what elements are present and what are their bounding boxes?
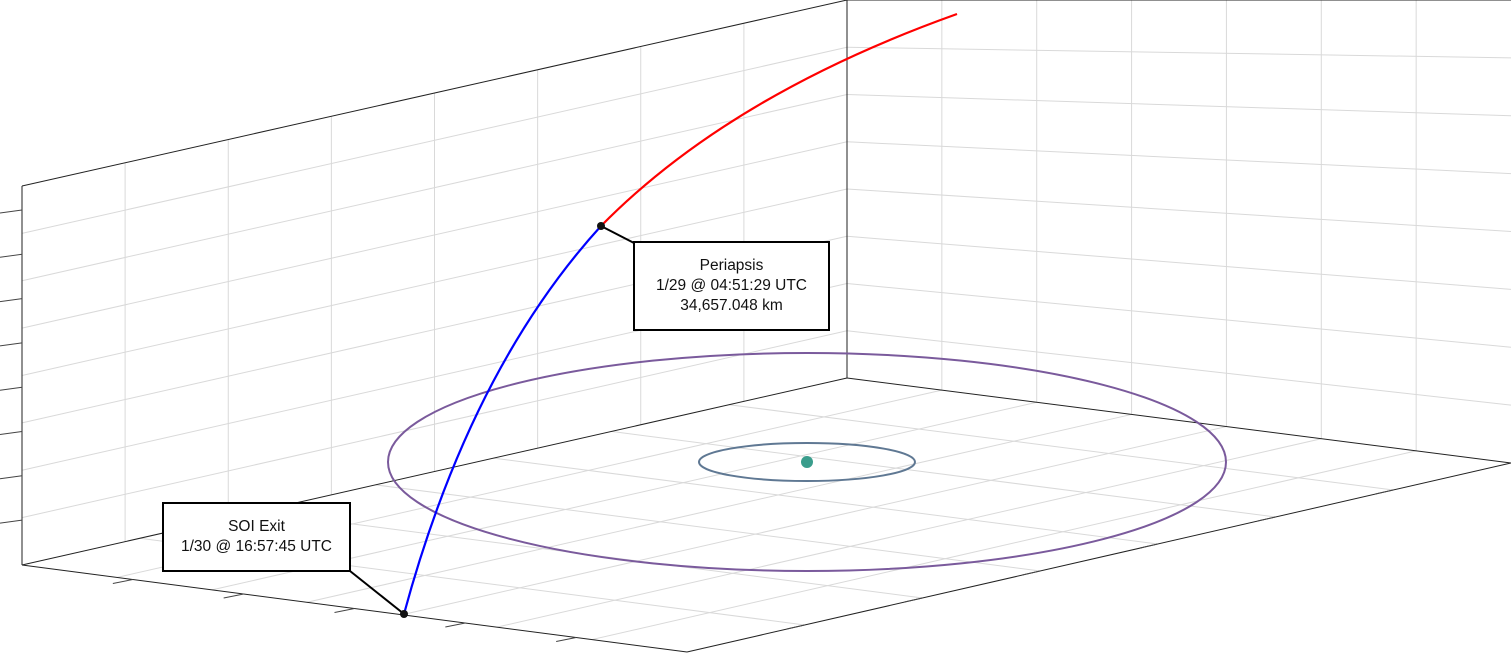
grid-line [729,404,1394,491]
arrival-trajectory-red [600,12,958,227]
central-body [801,456,813,468]
grid-line [21,188,848,376]
grid-line [591,450,1417,641]
soi-exit-leader-line [349,570,405,615]
outer-orbit [387,352,1227,572]
box-edge [846,377,1511,464]
event-markers [400,222,605,618]
soi-exit-title: SOI Exit [228,518,285,535]
soi-exit-time: 1/30 @ 16:57:45 UTC [180,538,332,555]
periapsis-label: Periapsis 1/29 @ 04:51:29 UTC 34,657.048… [633,241,830,331]
tick-mark [556,637,577,642]
periapsis-altitude: 34,657.048 km [680,297,783,314]
tick-mark [112,579,133,584]
tick-mark [0,475,23,480]
grid-line [846,141,1511,175]
grid-line [306,413,1132,603]
box-edge [21,0,848,187]
tick-mark [1375,489,1394,495]
tick-mark [334,608,355,613]
tick-mark [0,386,23,391]
grid-line [21,94,848,282]
tick-mark [1022,570,1041,576]
tick-mark [786,624,805,630]
periapsis-time: 1/29 @ 04:51:29 UTC [655,277,807,294]
grid-line [21,46,848,234]
inner-orbit [698,442,916,482]
soi-exit-marker [400,610,408,618]
trajectories [402,12,958,615]
soi-exit-label: SOI Exit 1/30 @ 16:57:45 UTC [162,502,351,572]
tick-mark [445,622,466,628]
tick-mark [1139,543,1158,549]
grid-line [21,141,848,329]
grid-line [611,430,1276,518]
grid-line [496,438,1322,628]
grid-line [493,457,1158,545]
tick-mark [1257,516,1276,522]
label-leader-lines [349,225,635,615]
axes-box-edges [21,0,1511,653]
periapsis-marker [597,222,605,230]
tick-mark [223,593,244,599]
grid-line [21,330,848,519]
grid-line [375,484,1041,572]
tick-mark [0,342,23,347]
tick-mark [0,253,23,258]
tick-mark [0,298,23,303]
periapsis-title: Periapsis [699,257,764,274]
tick-mark [904,597,923,603]
departure-trajectory-blue [402,225,602,615]
tick-mark [0,209,23,214]
tick-mark [0,431,23,435]
axis-tick-marks [0,209,1394,642]
box-edge [21,377,848,566]
periapsis-leader-line [600,225,635,244]
grid-line [846,330,1511,406]
box-edge [686,462,1511,653]
tick-mark [0,519,23,524]
grid-line [846,235,1511,290]
grid-line [846,46,1511,59]
grid-line [401,426,1227,616]
grid-lines [21,0,1511,641]
grid-line [846,188,1511,232]
grid-line [846,283,1511,348]
orbits [387,352,1227,572]
grid-line [846,94,1511,117]
